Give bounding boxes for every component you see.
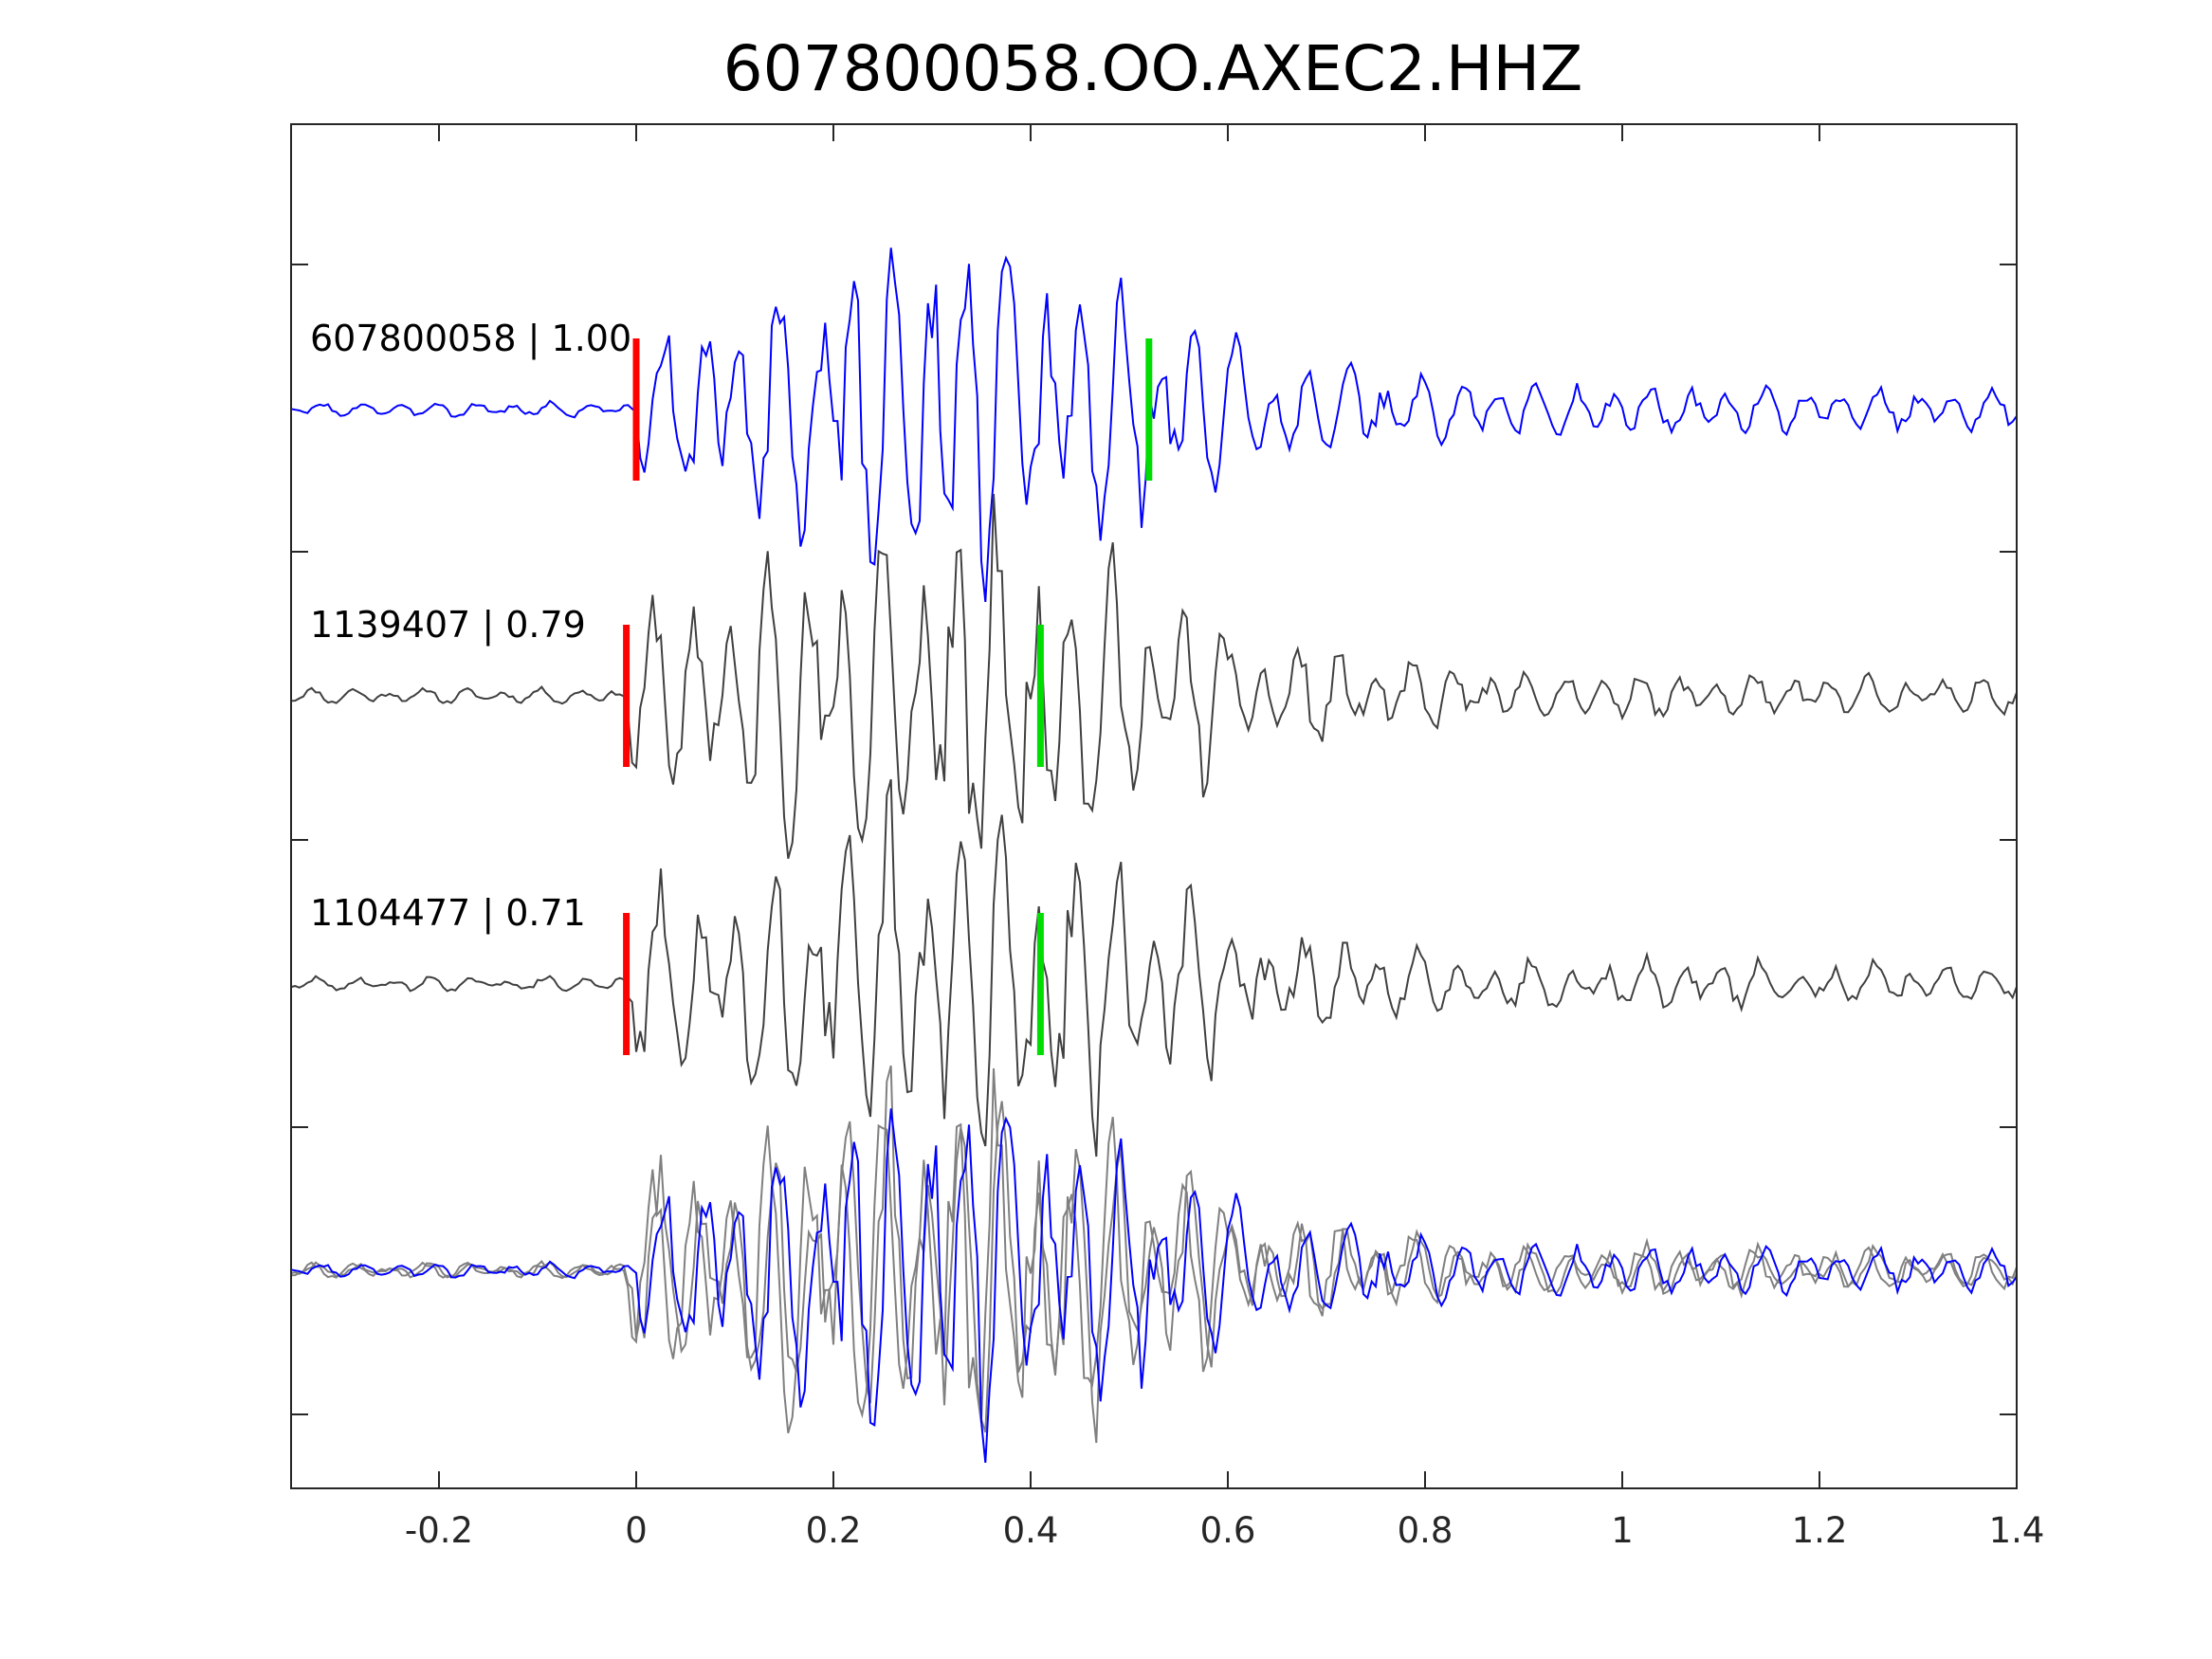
waveform-trace xyxy=(290,493,2018,859)
x-tick-label: 0 xyxy=(625,1510,648,1551)
x-tick-label: 0.4 xyxy=(1003,1510,1059,1551)
x-tick-label: 1.2 xyxy=(1792,1510,1848,1551)
overlay-trace xyxy=(290,1065,2018,1444)
waveform-trace xyxy=(290,247,2018,602)
x-tick-label: -0.2 xyxy=(405,1510,473,1551)
waveform-trace xyxy=(290,778,2018,1158)
x-tick-label: 0.2 xyxy=(806,1510,862,1551)
x-axis: -0.2 0 0.2 0.4 0.6 0.8 1 1.2 1.4 xyxy=(405,124,2045,1551)
chart-title: 607800058.OO.AXEC2.HHZ xyxy=(723,32,1583,105)
overlay-trace xyxy=(290,1108,2018,1463)
plot-area: 607800058 | 1.00 1139407 | 0.79 1104477 | … xyxy=(290,247,2018,1463)
overlay-trace xyxy=(290,1067,2018,1433)
x-tick-label: 1 xyxy=(1611,1510,1634,1551)
trace-label: 1104477 | 0.71 xyxy=(310,892,586,935)
axes-frame xyxy=(290,123,2018,1489)
trace-label: 607800058 | 1.00 xyxy=(310,318,631,360)
trace-label: 1139407 | 0.79 xyxy=(310,604,586,647)
x-tick-label: 1.4 xyxy=(1989,1510,2045,1551)
x-tick-label: 0.8 xyxy=(1398,1510,1453,1551)
y-axis xyxy=(291,264,2017,1415)
x-tick-label: 0.6 xyxy=(1200,1510,1256,1551)
